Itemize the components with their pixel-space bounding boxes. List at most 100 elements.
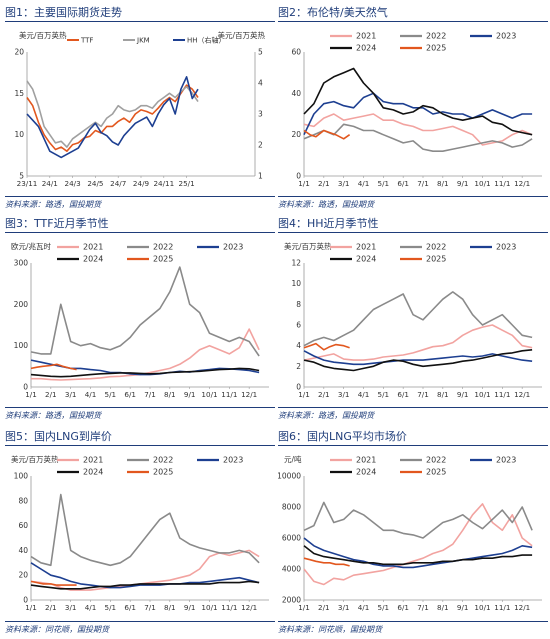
panel-6: 图6：国内LNG平均市场价 2000 4000 6000 8000 10000 1/1 2/… [278,428,548,636]
panel-source: 资料来源：同花顺，国投期货 [278,621,548,635]
x-tick-label: 8/1 [437,390,449,399]
chart-2: 0 20 40 60 1/1 2/1 3/1 4/1 5/1 6/1 7/1 8/1 9/1 10/1 11… [291,32,542,188]
x-tick-label: 4/1 [358,179,370,188]
x-tick-label: 5/1 [378,179,390,188]
series-line-2021 [31,328,260,381]
x-tick-label: 2/1 [45,390,57,399]
legend-label: 2021 [83,456,103,465]
x-tick-label: 7/1 [417,179,429,188]
x-tick-label: 11/1 [494,390,510,399]
legend-label: 2024 [83,255,103,264]
panel-source: 资料来源：路透，国投期货 [5,407,275,421]
legend-label: 2024 [356,255,376,264]
y-tick-label: 4 [296,341,301,350]
x-tick-label: 9/1 [457,390,469,399]
y-tick-label: 10 [14,130,24,139]
legend-label: 2023 [223,456,243,465]
x-tick-label: 2/1 [318,603,330,612]
legend-label: 2021 [356,32,376,41]
y2-tick-label: 4 [258,79,263,88]
x-tick-label: 12/1 [514,603,530,612]
series-line-2024 [303,349,533,372]
series-line-2021 [303,113,533,146]
legend-label: 2022 [153,243,173,252]
legend-label: 2023 [223,243,243,252]
x-tick-label: 25/1 [179,179,195,188]
series-line-2023 [303,350,533,366]
x-tick-label: 11/1 [221,603,237,612]
x-tick-label: 4/1 [85,390,97,399]
y-tick-label: 80 [18,496,28,505]
x-tick-label: 5/1 [105,603,117,612]
series-line-2021 [303,503,533,586]
x-tick-label: 5/1 [378,603,390,612]
legend-label: 2022 [426,243,446,252]
y-tick-label: 6000 [282,534,301,543]
x-tick-label: 12/1 [514,390,530,399]
x-tick-label: 8/1 [164,603,176,612]
y-tick-label: 100 [14,341,29,350]
panel-title: 图1：主要国际期货走势 [5,4,275,22]
y-tick-label: 20 [291,130,301,139]
x-tick-label: 24/5 [87,179,103,188]
x-tick-label: 6/1 [124,390,136,399]
series-line-2022 [303,291,533,347]
x-tick-label: 4/1 [358,390,370,399]
series-line-2025 [30,580,77,586]
series-line-2022 [303,501,533,539]
legend-label: 2022 [153,456,173,465]
series-line-2023 [303,92,533,136]
y-tick-label: 100 [14,472,29,481]
series-line-2023 [303,537,533,569]
legend-label: JKM [136,37,150,45]
y2-tick-label: 2 [258,141,263,150]
y-axis-label: 欧元/兆瓦时 [11,241,52,251]
x-tick-label: 11/1 [221,390,237,399]
panel-5: 图5：国内LNG到岸价 0 20 40 60 80 100 1/1 2/1 3/1 4/1 5/1 6… [5,428,275,636]
x-tick-label: 3/1 [338,390,350,399]
y2-tick-label: 3 [258,110,263,119]
x-tick-label: 3/1 [338,603,350,612]
panel-title: 图4：HH近月季节性 [278,215,548,233]
x-tick-label: 1/1 [25,390,37,399]
x-tick-label: 12/1 [514,179,530,188]
legend-label: 2021 [356,243,376,252]
series-line-2022 [30,266,260,357]
panel-4: 图4：HH近月季节性 0 2 4 6 8 10 12 1/1 2/1 3/1 4/1 5/1 6/1 7/… [278,215,548,420]
x-tick-label: 24/3 [65,179,81,188]
y-tick-label: 10 [291,279,301,288]
x-tick-label: 10/1 [474,603,490,612]
x-tick-label: 1/1 [25,603,37,612]
x-tick-label: 9/1 [457,603,469,612]
y-tick-label: 6 [296,321,301,330]
y-tick-label: 0 [23,383,28,392]
y-tick-label: 60 [291,48,301,57]
chart-3: 0 100 200 300 1/1 2/1 3/1 4/1 5/1 6/1 7/1 8/1 9/1 10/… [11,241,269,399]
x-tick-label: 8/1 [164,390,176,399]
x-tick-label: 1/1 [298,603,310,612]
y-tick-label: 40 [18,546,28,555]
legend-label: 2023 [496,243,516,252]
x-tick-label: 9/1 [184,390,196,399]
y-tick-label: 2 [296,362,301,371]
series-line-2024 [30,580,260,590]
x-tick-label: 4/1 [85,603,97,612]
y-tick-label: 4000 [282,565,301,574]
y-tick-label: 20 [18,571,28,580]
legend-label: 2023 [496,32,516,41]
panel-1: 图1：主要国际期货走势 5 10 15 20 1 2 3 4 5 23/11 24/1 24/3 24/… [5,4,275,209]
series-line-2024 [303,545,533,566]
y-tick-label: 300 [14,259,29,268]
y2-axis-label: 美元/百万英热 [217,30,265,40]
series-line-2025 [303,342,350,351]
x-tick-label: 5/1 [378,390,390,399]
y-axis-label: 元/吨 [284,454,302,464]
x-tick-label: 7/1 [417,390,429,399]
series-line-JKM [26,80,199,148]
legend-label: 2021 [356,456,376,465]
y2-tick-label: 5 [258,48,263,57]
panel-title: 图3：TTF近月季节性 [5,215,275,233]
series-line-2024 [303,67,533,136]
x-tick-label: 1/1 [298,179,310,188]
